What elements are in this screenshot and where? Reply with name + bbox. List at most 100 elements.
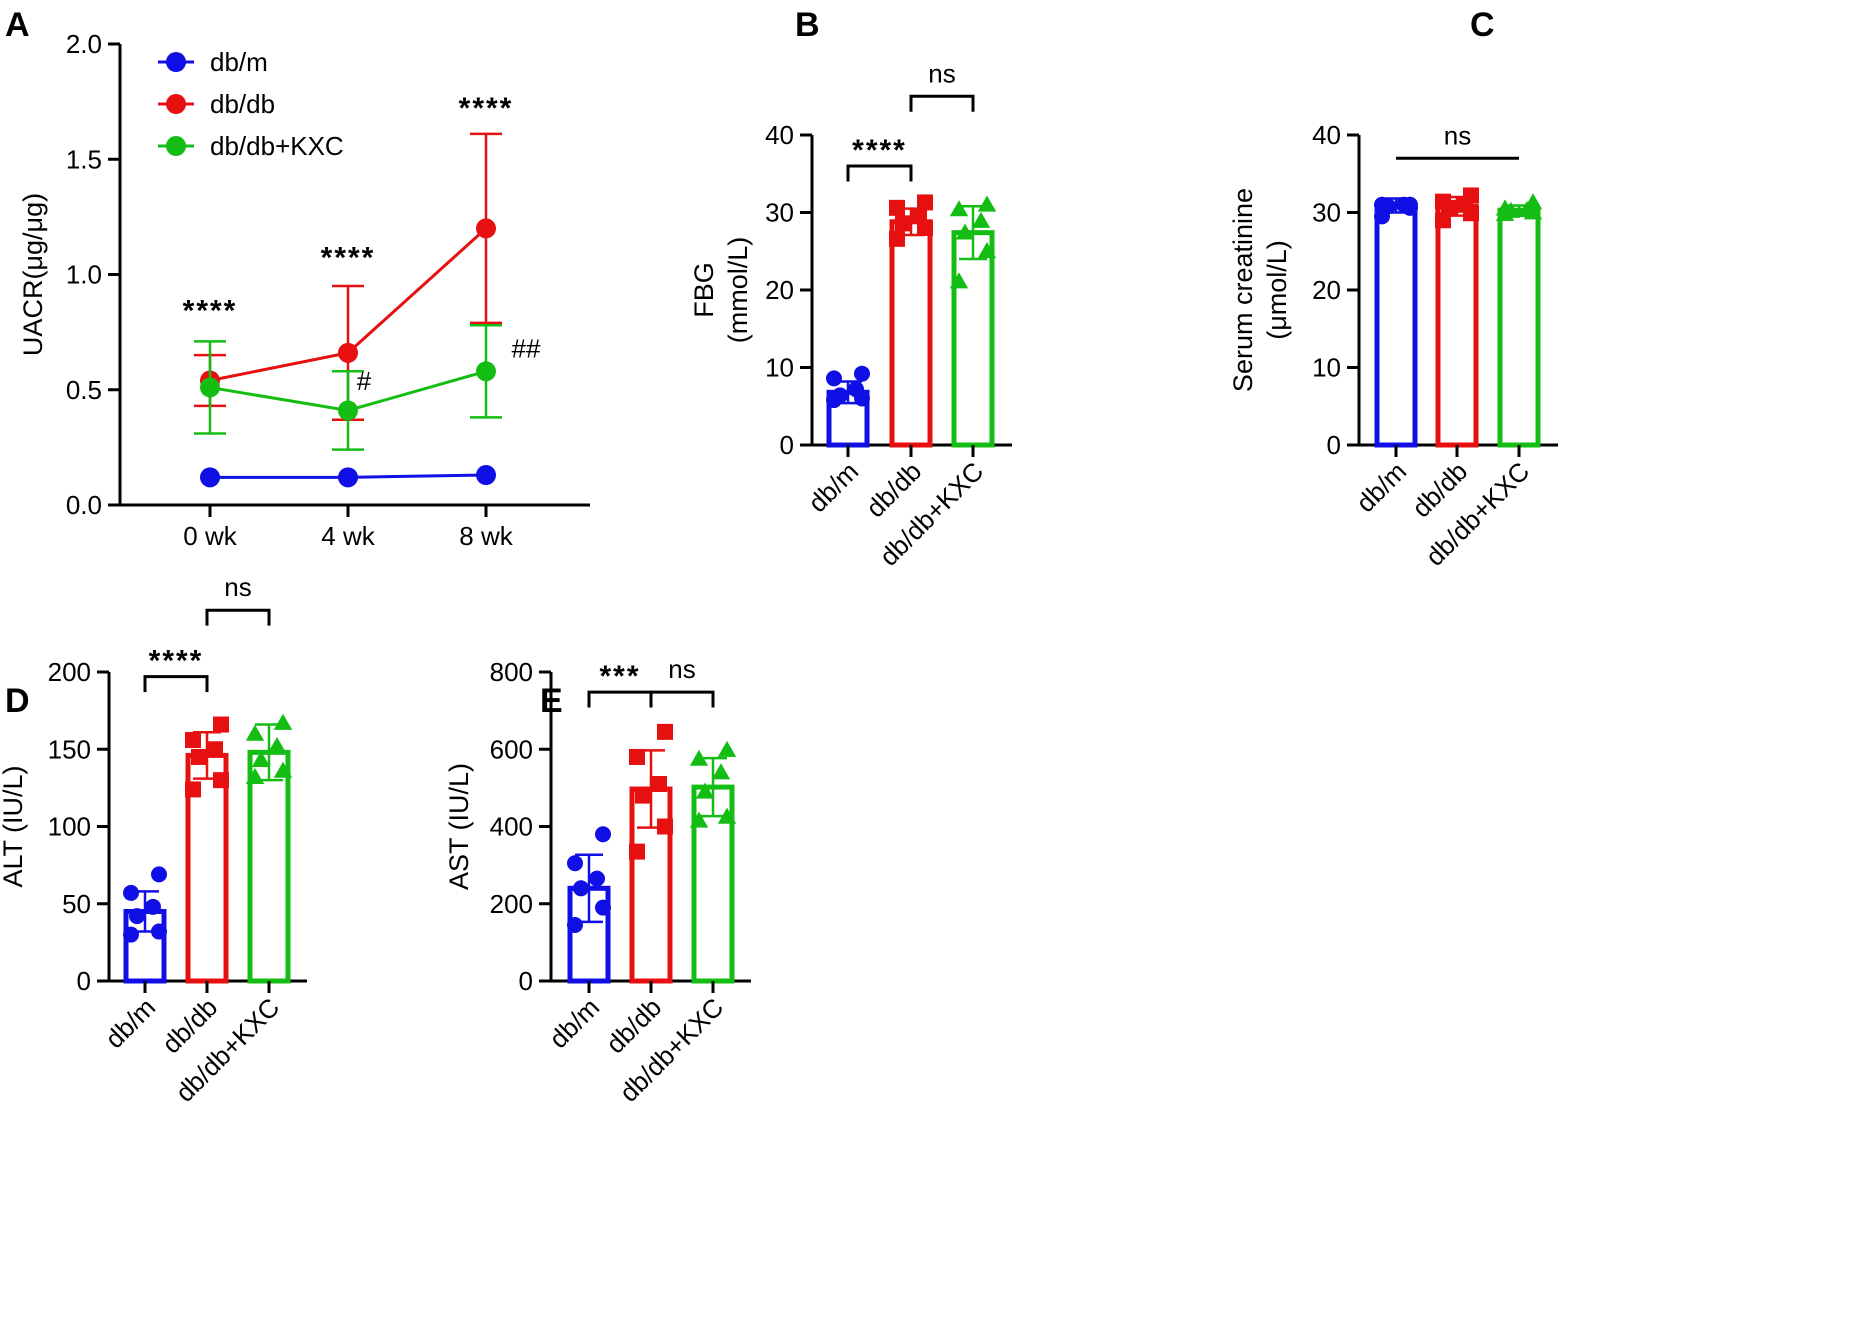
data-point xyxy=(151,866,167,883)
y-tick-label: 0.0 xyxy=(66,490,102,520)
y-axis-label-unit: (μmol/L) xyxy=(1262,240,1292,340)
data-point xyxy=(213,716,229,733)
significance-bracket xyxy=(909,94,975,112)
x-tick-label: db/m xyxy=(99,992,161,1054)
data-point xyxy=(848,381,864,398)
data-point xyxy=(245,767,265,784)
significance-label: ns xyxy=(1444,120,1471,150)
significance-label: ns xyxy=(928,58,955,88)
significance-label: **** xyxy=(459,92,514,125)
data-point xyxy=(977,242,997,259)
data-point xyxy=(185,731,201,748)
panel-label-d: D xyxy=(5,682,30,720)
bar xyxy=(889,219,933,448)
data-point xyxy=(123,926,139,943)
data-point xyxy=(1463,187,1479,204)
y-tick-label: 40 xyxy=(765,120,794,150)
data-point xyxy=(629,748,645,765)
data-point xyxy=(191,748,207,765)
significance-bracket xyxy=(587,690,653,708)
y-tick-label: 0 xyxy=(519,966,533,996)
x-tick-label: db/m xyxy=(802,456,864,518)
y-tick-label: 1.5 xyxy=(66,144,102,174)
y-axis-label: Serum creatinine xyxy=(1228,188,1258,392)
y-tick-label: 10 xyxy=(1312,353,1341,383)
data-point xyxy=(1402,196,1418,213)
y-tick-label: 50 xyxy=(62,889,91,919)
data-point xyxy=(567,855,583,872)
significance-label: ns xyxy=(224,572,251,602)
data-point xyxy=(123,884,139,901)
bar xyxy=(1497,207,1541,448)
data-point xyxy=(657,818,673,835)
data-point xyxy=(129,908,145,925)
bar xyxy=(951,230,995,448)
data-point xyxy=(338,342,358,363)
significance-label: *** xyxy=(599,660,640,693)
data-point xyxy=(717,807,737,824)
y-tick-label: 150 xyxy=(48,734,91,764)
significance-bracket xyxy=(205,608,271,626)
y-tick-label: 400 xyxy=(490,812,533,842)
y-tick-label: 600 xyxy=(490,734,533,764)
y-axis-label-unit: (mmol/L) xyxy=(723,237,753,344)
x-tick-label: db/m xyxy=(1350,456,1412,518)
data-point xyxy=(1435,193,1451,210)
data-point xyxy=(977,195,997,212)
y-tick-label: 0.5 xyxy=(66,375,102,405)
y-axis-label: AST (IU/L) xyxy=(444,763,474,890)
data-point xyxy=(657,723,673,740)
data-point xyxy=(889,199,905,216)
y-tick-label: 30 xyxy=(1312,198,1341,228)
data-point xyxy=(213,772,229,789)
y-axis-label: FBG xyxy=(689,262,719,318)
data-point xyxy=(635,787,651,804)
data-point xyxy=(717,740,737,757)
y-tick-label: 0 xyxy=(1327,430,1341,460)
bar xyxy=(247,749,291,984)
significance-bracket xyxy=(143,675,209,693)
data-point xyxy=(955,223,975,240)
significance-label: **** xyxy=(852,134,907,167)
x-tick-label: 4 wk xyxy=(321,521,375,551)
legend-label: db/db xyxy=(210,89,275,119)
data-point xyxy=(949,200,969,217)
data-point xyxy=(689,811,709,828)
y-tick-label: 1.0 xyxy=(66,260,102,290)
y-tick-label: 40 xyxy=(1312,120,1341,150)
data-point xyxy=(273,761,293,778)
data-point xyxy=(1523,193,1543,210)
data-point xyxy=(911,207,927,224)
data-point xyxy=(567,916,583,933)
chart-a-uacr: 0.0 0.5 1.0 1.5 2.0 UACR(μg/μg) 0 wk 4 wk 8 wk **… xyxy=(18,29,590,551)
data-point xyxy=(151,923,167,940)
significance-label: **** xyxy=(321,242,376,275)
data-point xyxy=(476,361,496,382)
data-point xyxy=(589,870,605,887)
data-point xyxy=(573,880,589,897)
data-point xyxy=(854,365,870,382)
y-tick-label: 200 xyxy=(490,889,533,919)
data-point xyxy=(895,215,911,232)
y-tick-label: 800 xyxy=(490,657,533,687)
panel-label-b: B xyxy=(795,6,820,44)
y-tick-label: 30 xyxy=(765,198,794,228)
y-tick-label: 20 xyxy=(765,275,794,305)
y-tick-label: 20 xyxy=(1312,275,1341,305)
panel-label-a: A xyxy=(5,6,30,44)
data-point xyxy=(251,750,271,767)
y-axis-label: UACR(μg/μg) xyxy=(18,193,48,356)
significance-label: ## xyxy=(512,333,541,363)
data-point xyxy=(1374,196,1390,213)
y-tick-label: 200 xyxy=(48,657,91,687)
data-point xyxy=(629,843,645,860)
data-point xyxy=(949,272,969,289)
data-point xyxy=(889,230,905,247)
legend-marker xyxy=(166,94,186,114)
data-point xyxy=(245,724,265,741)
data-point xyxy=(917,220,933,236)
